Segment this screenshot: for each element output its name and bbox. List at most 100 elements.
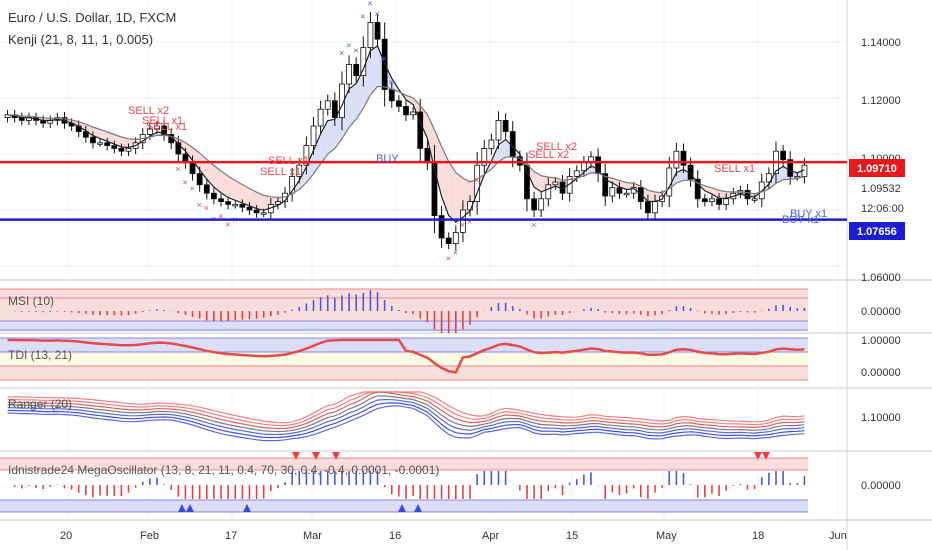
main-pane[interactable]: ××××××××××××××××××××××× SELL x2 SELL x1 … <box>0 0 847 267</box>
msi-histogram <box>13 290 806 333</box>
time-axis[interactable]: 20 Feb 17 Mar 16 Apr 15 May 18 Jun <box>60 530 847 542</box>
signal-marker: × <box>467 217 472 227</box>
signal-marker: × <box>339 48 344 58</box>
cloud-segment <box>185 142 193 161</box>
cloud-segment <box>313 133 321 174</box>
bar-countdown-label: 12:06:00 <box>861 203 904 215</box>
tdi-pane[interactable]: TDI (13, 21) 1.00000 0.00000 <box>0 335 901 381</box>
buy-signal-label: BUY <box>376 153 399 165</box>
pane-legend[interactable]: Ranger (20) <box>8 397 72 411</box>
time-label: May <box>656 530 677 542</box>
candle-body <box>538 198 545 211</box>
osc-buy-triangle <box>178 504 186 512</box>
signal-marker: × <box>182 177 187 187</box>
cloud-segment <box>107 131 115 145</box>
candle-body <box>765 173 772 183</box>
candle-body <box>474 164 481 202</box>
symbol-title[interactable]: Euro / U.S. Dollar, 1D, FXCM <box>8 10 176 25</box>
candle-body <box>616 187 623 194</box>
pane-tick: 1.10000 <box>861 412 901 424</box>
ranger-line <box>7 395 805 433</box>
osc-sell-triangle <box>312 452 320 460</box>
signal-marker: × <box>389 77 394 87</box>
tdi-band <box>0 352 808 366</box>
candle-body <box>438 215 445 239</box>
signal-marker: × <box>353 46 358 56</box>
pane-legend[interactable]: Idnistrade24 MegaOscillator (13, 8, 21, … <box>8 463 439 477</box>
signal-marker: × <box>190 184 195 194</box>
candle-body <box>324 100 331 110</box>
msi-pane[interactable]: MSI (10) 0.00000 <box>0 288 901 333</box>
candle-body <box>645 201 651 214</box>
candle-body <box>787 159 794 177</box>
candle-body <box>296 164 303 177</box>
cloud-segment <box>647 190 656 202</box>
candle-body <box>161 125 167 135</box>
candle-body <box>623 192 630 196</box>
candle-body <box>353 64 360 77</box>
candle-body <box>552 181 559 186</box>
candle-body <box>744 189 751 200</box>
cloud-segment <box>206 159 214 188</box>
candle-body <box>701 198 708 203</box>
candle-body <box>211 192 217 200</box>
candle-body <box>203 184 210 194</box>
kenji-fast-line <box>7 45 805 223</box>
msi-band <box>0 289 808 321</box>
cloud-segment <box>114 134 122 147</box>
candle-body <box>652 201 658 214</box>
candle-body <box>452 231 459 244</box>
candle-body <box>175 142 182 155</box>
buy-signal-label: BUY x1 <box>790 208 827 220</box>
cloud-segment <box>327 119 335 155</box>
candle-body <box>794 175 801 179</box>
cloud-segment <box>256 192 264 211</box>
candle-body <box>374 21 381 40</box>
indicator-legend[interactable]: Kenji (21, 8, 11, 1, 0.005) <box>8 32 153 47</box>
cloud-segment <box>719 190 727 199</box>
pane-tick: 0.00000 <box>861 306 901 318</box>
candle-body <box>146 128 153 135</box>
time-label: 18 <box>752 530 764 542</box>
mega-oscillator-pane[interactable]: Idnistrade24 MegaOscillator (13, 8, 21, … <box>0 452 901 513</box>
ranger-pane[interactable]: Ranger (20) 1.10000 <box>7 391 901 442</box>
pane-legend[interactable]: TDI (13, 21) <box>8 348 72 362</box>
sell-signal-label: SELL x1 <box>142 115 183 127</box>
cloud-segment <box>356 69 364 120</box>
candle-body <box>580 161 587 172</box>
osc-buy-triangle <box>243 504 251 512</box>
cloud-segment <box>370 45 378 96</box>
sell-signal-label: SELL x2 <box>536 141 577 153</box>
candle-body <box>460 209 466 233</box>
candle-body <box>317 108 324 127</box>
signal-marker: × <box>197 200 202 210</box>
osc-signal-triangles <box>178 452 770 512</box>
time-label: 16 <box>389 530 401 542</box>
sell-signal-label: SELL x1 <box>260 166 301 178</box>
osc-sell-triangle <box>292 452 300 460</box>
candle-body <box>82 131 89 138</box>
candle-body <box>666 167 673 197</box>
signal-marker: × <box>446 254 451 264</box>
ranger-line <box>7 391 805 424</box>
candle-body <box>90 136 96 144</box>
price-axis[interactable]: 1.14000 1.12000 1.10000 1.06000 1.09710 … <box>849 37 905 284</box>
time-label: Apr <box>482 530 499 542</box>
cloud-segment <box>448 161 456 223</box>
signal-marker: × <box>367 0 372 8</box>
sell-signal-label: SELL x1 <box>268 155 309 167</box>
candle-body <box>723 198 730 205</box>
candle-body <box>780 150 786 160</box>
support-price-tag <box>849 222 905 240</box>
pane-legend[interactable]: MSI (10) <box>8 294 54 308</box>
ranger-line <box>7 391 805 427</box>
signal-marker: × <box>460 220 465 230</box>
osc-buy-triangle <box>398 504 406 512</box>
candle-body <box>253 209 260 214</box>
candle-body <box>310 125 317 147</box>
candle-body <box>125 147 132 152</box>
cloud-segment <box>534 171 542 192</box>
candle-body <box>573 170 580 177</box>
osc-sell-triangle <box>332 452 340 460</box>
